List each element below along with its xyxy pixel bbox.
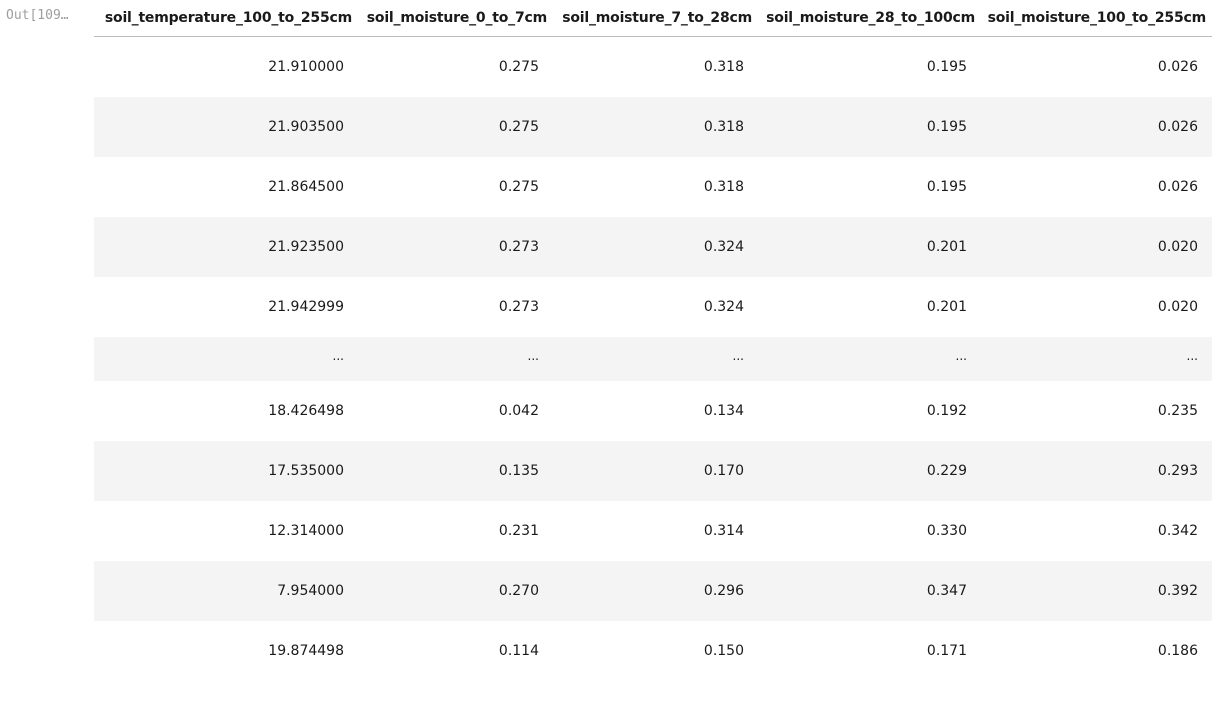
ellipsis-cell: ...: [94, 337, 358, 381]
table-cell: 0.275: [498, 59, 539, 75]
table-cell: 0.186: [1157, 643, 1198, 659]
table-cell: 7.954000: [94, 561, 358, 621]
table-cell: 0.026: [1157, 59, 1198, 75]
table-cell: 0.195: [926, 179, 967, 195]
table-cell: 0.324: [553, 217, 758, 277]
table-cell: 18.426498: [268, 403, 344, 419]
dataframe-container: soil_temperature_100_to_255cm soil_moist…: [94, 0, 1212, 681]
ellipsis-row: ... ... ... ... ...: [94, 337, 1212, 381]
table-cell: 0.275: [358, 97, 553, 157]
table-cell: 0.330: [926, 523, 967, 539]
ellipsis-cell: ...: [758, 337, 981, 381]
table-cell: 19.874498: [268, 643, 344, 659]
table-cell: 0.026: [1157, 179, 1198, 195]
table-cell: 21.910000: [268, 59, 344, 75]
table-cell: 21.864500: [268, 179, 344, 195]
table-cell: 0.195: [758, 97, 981, 157]
ellipsis-cell: ...: [553, 337, 758, 381]
column-header: soil_moisture_28_to_100cm: [758, 0, 981, 37]
table-cell: 0.318: [703, 59, 744, 75]
header-row: soil_temperature_100_to_255cm soil_moist…: [94, 0, 1212, 37]
table-cell: 0.201: [758, 217, 981, 277]
table-cell: 0.042: [498, 403, 539, 419]
table-header: soil_temperature_100_to_255cm soil_moist…: [94, 0, 1212, 37]
table-row: 21.923500 0.273 0.324 0.201 0.020: [94, 217, 1212, 277]
table-cell: 21.923500: [94, 217, 358, 277]
table-cell: 0.229: [758, 441, 981, 501]
table-cell: 0.171: [926, 643, 967, 659]
table-cell: 0.296: [553, 561, 758, 621]
table-row: 18.426498 0.042 0.134 0.192 0.235: [94, 381, 1212, 441]
table-cell: 0.273: [498, 299, 539, 315]
table-row: 19.874498 0.114 0.150 0.171 0.186: [94, 621, 1212, 681]
table-cell: 21.903500: [94, 97, 358, 157]
table-cell: 0.293: [981, 441, 1212, 501]
table-cell: 0.150: [703, 643, 744, 659]
table-cell: 0.275: [498, 179, 539, 195]
table-cell: 0.195: [926, 59, 967, 75]
table-cell: 0.192: [926, 403, 967, 419]
table-cell: 0.270: [358, 561, 553, 621]
table-cell: 0.134: [703, 403, 744, 419]
table-cell: 0.273: [358, 217, 553, 277]
column-header: soil_temperature_100_to_255cm: [94, 0, 358, 37]
table-cell: 0.314: [703, 523, 744, 539]
table-cell: 0.392: [981, 561, 1212, 621]
table-body: 21.910000 0.275 0.318 0.195 0.026 21.903…: [94, 37, 1212, 682]
table-cell: 0.135: [358, 441, 553, 501]
table-row: 21.942999 0.273 0.324 0.201 0.020: [94, 277, 1212, 337]
column-header: soil_moisture_0_to_7cm: [358, 0, 553, 37]
table-row: 12.314000 0.231 0.314 0.330 0.342: [94, 501, 1212, 561]
table-cell: 0.170: [553, 441, 758, 501]
table-row: 21.910000 0.275 0.318 0.195 0.026: [94, 37, 1212, 98]
table-cell: 0.324: [703, 299, 744, 315]
table-row: 21.864500 0.275 0.318 0.195 0.026: [94, 157, 1212, 217]
table-cell: 0.318: [703, 179, 744, 195]
table-cell: 21.942999: [268, 299, 344, 315]
column-header: soil_moisture_7_to_28cm: [553, 0, 758, 37]
table-cell: 17.535000: [94, 441, 358, 501]
table-cell: 0.342: [1157, 523, 1198, 539]
table-cell: 0.026: [981, 97, 1212, 157]
table-cell: 0.201: [926, 299, 967, 315]
table-cell: 0.347: [758, 561, 981, 621]
ellipsis-cell: ...: [981, 337, 1212, 381]
output-prompt: Out[109…: [6, 8, 69, 23]
table-cell: 0.020: [1157, 299, 1198, 315]
table-cell: 0.020: [981, 217, 1212, 277]
table-cell: 0.318: [553, 97, 758, 157]
ellipsis-cell: ...: [358, 337, 553, 381]
table-cell: 0.235: [1157, 403, 1198, 419]
column-header: soil_moisture_100_to_255cm: [981, 0, 1212, 37]
table-cell: 0.114: [498, 643, 539, 659]
table-cell: 12.314000: [268, 523, 344, 539]
table-cell: 0.231: [498, 523, 539, 539]
table-row: 21.903500 0.275 0.318 0.195 0.026: [94, 97, 1212, 157]
table-row: 17.535000 0.135 0.170 0.229 0.293: [94, 441, 1212, 501]
dataframe-table: soil_temperature_100_to_255cm soil_moist…: [94, 0, 1212, 681]
table-row: 7.954000 0.270 0.296 0.347 0.392: [94, 561, 1212, 621]
